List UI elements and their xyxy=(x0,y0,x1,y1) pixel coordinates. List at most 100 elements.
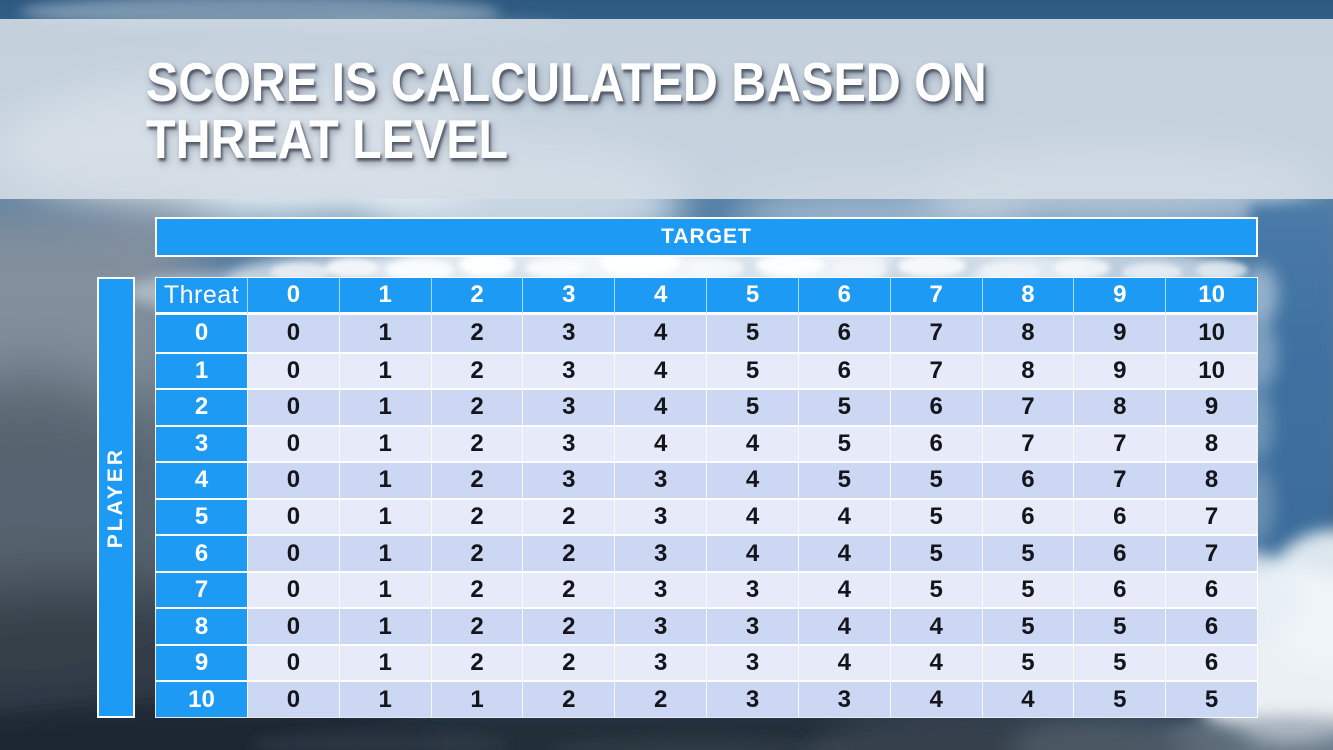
score-cell-0-4: 4 xyxy=(614,315,707,352)
score-cell-0-8: 8 xyxy=(981,315,1074,352)
score-cell-10-0: 0 xyxy=(247,680,339,717)
score-table: Threat 0 1 2 3 4 5 6 7 8 9 10 0 0 1 2 3 4 5 6 7 8 9 10 1 0 1 2 3 4 5 6 7… xyxy=(155,277,1258,718)
score-cell-0-2: 2 xyxy=(430,315,523,352)
score-cell-2-8: 7 xyxy=(981,388,1074,425)
score-cell-8-6: 4 xyxy=(797,607,890,644)
player-axis-label: PLAYER xyxy=(104,446,127,549)
row-header-2: 2 xyxy=(156,388,247,425)
score-cell-7-7: 5 xyxy=(889,570,982,608)
title-band: SCORE IS CALCULATED BASED ON THREAT LEVEL xyxy=(0,19,1333,199)
score-cell-1-6: 6 xyxy=(797,351,890,389)
column-header-1: 1 xyxy=(338,278,431,315)
row-header-10: 10 xyxy=(156,680,247,717)
column-header-5: 5 xyxy=(706,278,798,315)
score-cell-8-3: 2 xyxy=(522,607,615,644)
score-cell-9-6: 4 xyxy=(797,643,890,681)
score-cell-10-6: 3 xyxy=(797,680,890,717)
column-header-4: 4 xyxy=(614,278,707,315)
row-header-5: 5 xyxy=(156,497,247,535)
score-cell-3-5: 4 xyxy=(706,424,798,462)
score-cell-2-5: 5 xyxy=(706,388,798,425)
score-cell-4-2: 2 xyxy=(430,461,523,498)
column-header-3: 3 xyxy=(522,278,615,315)
score-cell-1-0: 0 xyxy=(247,351,339,389)
score-cell-3-2: 2 xyxy=(430,424,523,462)
score-cell-1-7: 7 xyxy=(889,351,982,389)
score-cell-4-5: 4 xyxy=(706,461,798,498)
score-cell-10-1: 1 xyxy=(338,680,431,717)
score-cell-9-4: 3 xyxy=(614,643,707,681)
slide-title-line1: SCORE IS CALCULATED BASED ON xyxy=(146,51,987,113)
score-cell-3-3: 3 xyxy=(522,424,615,462)
score-cell-5-3: 2 xyxy=(522,497,615,535)
score-cell-4-4: 3 xyxy=(614,461,707,498)
score-cell-6-4: 3 xyxy=(614,534,707,571)
score-cell-3-0: 0 xyxy=(247,424,339,462)
score-cell-4-9: 7 xyxy=(1073,461,1166,498)
score-cell-3-10: 8 xyxy=(1165,424,1257,462)
row-header-1: 1 xyxy=(156,351,247,389)
score-cell-2-1: 1 xyxy=(338,388,431,425)
row-header-4: 4 xyxy=(156,461,247,498)
score-cell-1-3: 3 xyxy=(522,351,615,389)
score-cell-5-7: 5 xyxy=(889,497,982,535)
score-cell-6-7: 5 xyxy=(889,534,982,571)
score-cell-5-8: 6 xyxy=(981,497,1074,535)
score-cell-1-5: 5 xyxy=(706,351,798,389)
score-cell-7-4: 3 xyxy=(614,570,707,608)
row-header-0: 0 xyxy=(156,315,247,352)
score-cell-8-2: 2 xyxy=(430,607,523,644)
score-cell-5-2: 2 xyxy=(430,497,523,535)
score-cell-10-2: 1 xyxy=(430,680,523,717)
score-cell-0-10: 10 xyxy=(1165,315,1257,352)
score-cell-3-8: 7 xyxy=(981,424,1074,462)
score-cell-3-4: 4 xyxy=(614,424,707,462)
score-cell-5-0: 0 xyxy=(247,497,339,535)
column-header-2: 2 xyxy=(430,278,523,315)
score-cell-2-4: 4 xyxy=(614,388,707,425)
column-header-0: 0 xyxy=(247,278,339,315)
score-cell-1-9: 9 xyxy=(1073,351,1166,389)
score-cell-7-8: 5 xyxy=(981,570,1074,608)
score-cell-9-2: 2 xyxy=(430,643,523,681)
score-cell-8-8: 5 xyxy=(981,607,1074,644)
score-cell-7-1: 1 xyxy=(338,570,431,608)
score-cell-10-7: 4 xyxy=(889,680,982,717)
score-cell-6-3: 2 xyxy=(522,534,615,571)
score-cell-6-1: 1 xyxy=(338,534,431,571)
score-cell-9-3: 2 xyxy=(522,643,615,681)
score-cell-9-7: 4 xyxy=(889,643,982,681)
column-header-7: 7 xyxy=(889,278,982,315)
score-cell-2-10: 9 xyxy=(1165,388,1257,425)
score-cell-10-9: 5 xyxy=(1073,680,1166,717)
score-cell-7-9: 6 xyxy=(1073,570,1166,608)
target-axis-label: TARGET xyxy=(661,225,752,248)
score-cell-4-8: 6 xyxy=(981,461,1074,498)
score-cell-8-0: 0 xyxy=(247,607,339,644)
column-header-9: 9 xyxy=(1073,278,1166,315)
row-header-3: 3 xyxy=(156,424,247,462)
score-cell-0-0: 0 xyxy=(247,315,339,352)
score-cell-9-10: 6 xyxy=(1165,643,1257,681)
score-cell-5-4: 3 xyxy=(614,497,707,535)
score-cell-10-4: 2 xyxy=(614,680,707,717)
score-cell-4-6: 5 xyxy=(797,461,890,498)
score-cell-2-6: 5 xyxy=(797,388,890,425)
score-cell-4-0: 0 xyxy=(247,461,339,498)
score-cell-5-5: 4 xyxy=(706,497,798,535)
score-cell-6-9: 6 xyxy=(1073,534,1166,571)
score-cell-6-10: 7 xyxy=(1165,534,1257,571)
column-header-6: 6 xyxy=(797,278,890,315)
score-cell-5-1: 1 xyxy=(338,497,431,535)
score-cell-2-9: 8 xyxy=(1073,388,1166,425)
score-cell-0-6: 6 xyxy=(797,315,890,352)
score-cell-3-9: 7 xyxy=(1073,424,1166,462)
score-cell-6-2: 2 xyxy=(430,534,523,571)
score-cell-1-1: 1 xyxy=(338,351,431,389)
score-cell-1-4: 4 xyxy=(614,351,707,389)
score-cell-8-5: 3 xyxy=(706,607,798,644)
score-cell-6-6: 4 xyxy=(797,534,890,571)
row-header-6: 6 xyxy=(156,534,247,571)
column-header-8: 8 xyxy=(981,278,1074,315)
score-cell-4-10: 8 xyxy=(1165,461,1257,498)
